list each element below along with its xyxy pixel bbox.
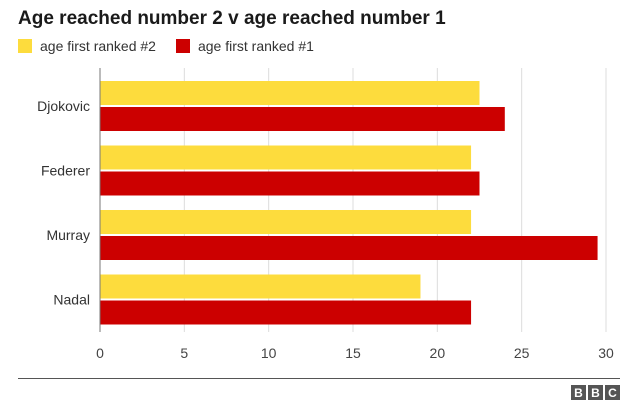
y-category-label: Nadal bbox=[53, 292, 90, 308]
bbc-logo: B B C bbox=[569, 385, 620, 400]
legend-swatch-series-1 bbox=[18, 39, 32, 53]
legend-label-series-2: age first ranked #1 bbox=[197, 38, 314, 54]
bar bbox=[100, 145, 472, 170]
legend: age first ranked #2 age first ranked #1 bbox=[18, 38, 334, 54]
bar bbox=[100, 107, 505, 131]
bar bbox=[100, 81, 480, 105]
bbc-logo-block: B bbox=[588, 385, 603, 400]
chart-title: Age reached number 2 v age reached numbe… bbox=[18, 8, 446, 29]
bbc-logo-block: B bbox=[571, 385, 586, 400]
legend-item-series-2: age first ranked #1 bbox=[175, 38, 314, 54]
x-tick-label: 5 bbox=[180, 345, 188, 361]
legend-item-series-1: age first ranked #2 bbox=[18, 38, 156, 54]
x-tick-label: 30 bbox=[598, 345, 614, 361]
legend-swatch-series-2 bbox=[175, 39, 190, 53]
x-tick-label: 15 bbox=[345, 345, 361, 361]
y-category-label: Federer bbox=[41, 163, 90, 179]
bar bbox=[100, 300, 472, 325]
footer-divider bbox=[18, 378, 620, 379]
y-category-label: Murray bbox=[46, 227, 90, 243]
bar bbox=[100, 236, 598, 260]
x-tick-label: 10 bbox=[261, 345, 277, 361]
legend-label-series-1: age first ranked #2 bbox=[40, 38, 156, 54]
bar bbox=[100, 210, 472, 234]
bar bbox=[100, 274, 421, 299]
x-tick-label: 20 bbox=[430, 345, 446, 361]
x-tick-label: 0 bbox=[96, 345, 104, 361]
bbc-logo-block: C bbox=[605, 385, 620, 400]
bar bbox=[100, 171, 480, 196]
x-tick-label: 25 bbox=[514, 345, 530, 361]
y-category-label: Djokovic bbox=[37, 98, 90, 114]
